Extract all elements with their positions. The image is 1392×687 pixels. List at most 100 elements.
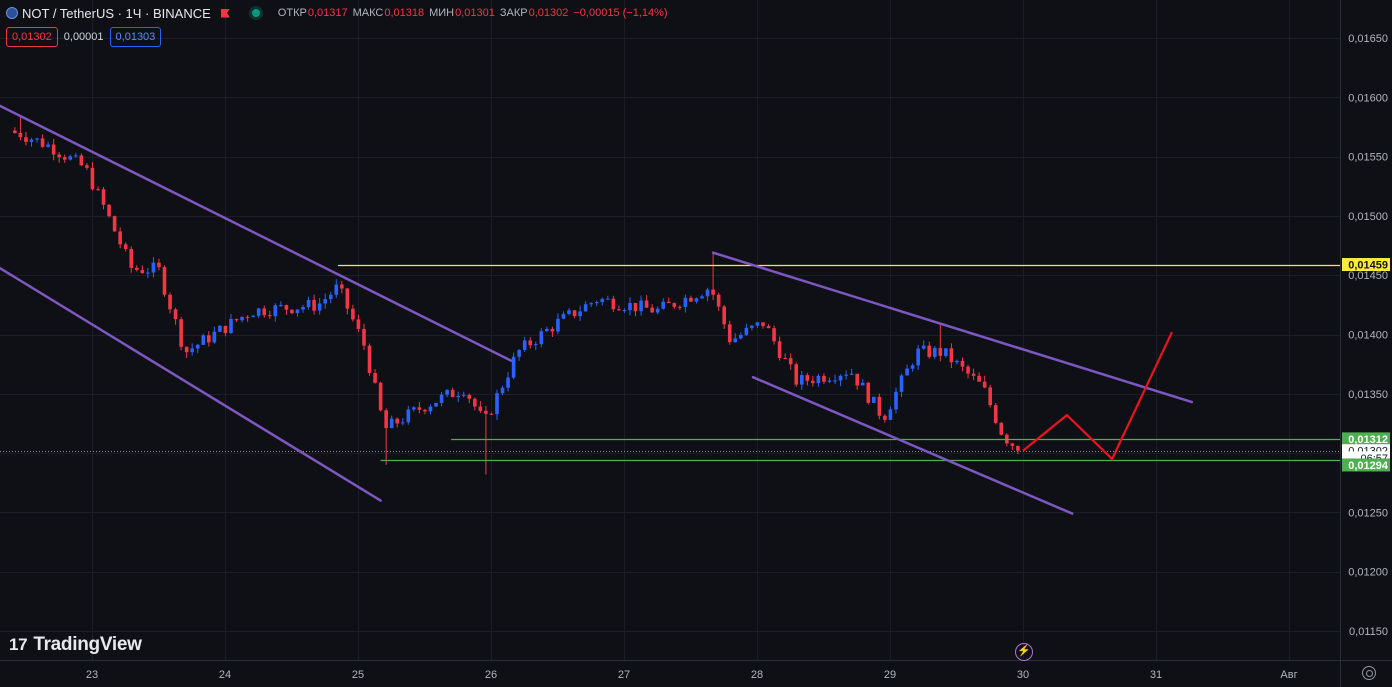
price-axis-tick: 0,01500 (1348, 211, 1388, 223)
candle-body (883, 415, 887, 420)
candle-body (417, 407, 422, 410)
candle-body (511, 356, 516, 378)
candle-body (273, 305, 278, 317)
candle-body (822, 375, 826, 382)
candle-body (295, 309, 300, 314)
trend-lines (0, 104, 1194, 515)
candle-body (267, 315, 272, 317)
grid-lines (0, 0, 1340, 660)
candle-body (977, 375, 981, 382)
candle-body (373, 373, 377, 383)
candle-body (450, 389, 455, 398)
candle-body (788, 358, 793, 365)
candle-body (129, 248, 134, 268)
candle-body (301, 307, 305, 310)
candle-body (700, 296, 704, 299)
candle-body (606, 298, 610, 300)
lightning-icon[interactable]: ⚡ (1015, 643, 1033, 661)
candle-body (340, 284, 344, 289)
candle-body (716, 294, 721, 307)
candle-body (384, 410, 388, 429)
candle-body (766, 326, 771, 329)
candle-body (62, 157, 67, 160)
candle-body (877, 396, 882, 416)
candle-body (201, 335, 206, 345)
candle-body (966, 366, 970, 374)
price-axis-tick: 0,01400 (1348, 330, 1388, 342)
candle-body (290, 309, 294, 314)
tradingview-logo[interactable]: 17 TradingView (9, 634, 142, 656)
candle-body (572, 310, 577, 317)
candle-body (46, 144, 50, 147)
buy-button[interactable]: 0,01303 (109, 27, 162, 47)
candle-body (40, 138, 45, 147)
change-value: −0,00015 (−1,14%) (573, 7, 668, 19)
candle-body (894, 391, 898, 410)
candle-body (650, 307, 654, 313)
sell-button[interactable]: 0,01302 (6, 27, 58, 47)
price-axis-tick: 0,01650 (1348, 33, 1388, 45)
price-label-yellow: 0,01459 (1342, 258, 1390, 272)
candle-body (761, 322, 765, 327)
candle-body (400, 422, 405, 424)
price-axis-tick: 0,01150 (1349, 626, 1388, 638)
candle-body (334, 284, 339, 295)
candle-body (489, 413, 494, 415)
candle-body (13, 130, 17, 134)
time-axis: 23 24 25 26 27 28 29 30 31 Авг (86, 669, 1298, 681)
candle-body (284, 305, 289, 310)
price-axis-tick: 0,01250 (1348, 507, 1388, 519)
candle-body (367, 345, 372, 374)
candle-body (844, 374, 848, 376)
candle-body (328, 294, 333, 300)
candle-body (190, 348, 194, 353)
time-axis-label: 30 (1017, 669, 1029, 681)
candle-body (173, 309, 178, 320)
gear-icon[interactable] (1362, 666, 1376, 680)
candle-body (772, 328, 776, 342)
candle-body (90, 167, 95, 190)
candle-body (833, 380, 837, 382)
candle-body (827, 380, 832, 382)
price-axis-tick: 0,01550 (1348, 152, 1388, 164)
candle-body (567, 310, 571, 314)
candle-body (107, 204, 111, 217)
candle-body (306, 299, 311, 308)
candle-body (838, 375, 843, 381)
candle-body (1016, 445, 1020, 451)
price-axis-tick: 0,01350 (1348, 389, 1388, 401)
candle-body (678, 306, 682, 308)
candle-body (500, 387, 505, 394)
candle-body (184, 346, 189, 353)
tradingview-logo-icon: 17 (9, 635, 28, 654)
candle-body (982, 381, 987, 388)
candle-body (323, 299, 327, 304)
time-axis-label: 23 (86, 669, 98, 681)
spread-value: 0,00001 (63, 31, 104, 43)
candle-body (666, 301, 671, 304)
flag-icon[interactable] (220, 8, 230, 18)
candle-body (461, 394, 466, 396)
high-value: 0,01318 (384, 7, 425, 19)
open-value: 0,01317 (307, 7, 348, 19)
candle-body (600, 298, 605, 303)
candle-body (68, 156, 73, 160)
candle-body (611, 298, 616, 310)
price-axis-tick: 0,01600 (1348, 92, 1388, 104)
candle-body (993, 405, 998, 423)
price-label-box (1342, 258, 1390, 272)
low-value: 0,01301 (455, 7, 495, 19)
candle-body (622, 310, 627, 312)
candle-body (256, 308, 261, 316)
candle-body (899, 375, 904, 392)
candle-body (240, 316, 244, 321)
candle-body (74, 155, 78, 157)
candle-body (655, 308, 660, 313)
candle-body (561, 313, 566, 319)
candle-body (506, 377, 510, 388)
symbol-title[interactable]: NOT / TetherUS · 1Ч · BINANCE (22, 5, 211, 21)
candle-body (389, 418, 394, 429)
candle-body (938, 348, 943, 356)
candles (13, 115, 1020, 475)
